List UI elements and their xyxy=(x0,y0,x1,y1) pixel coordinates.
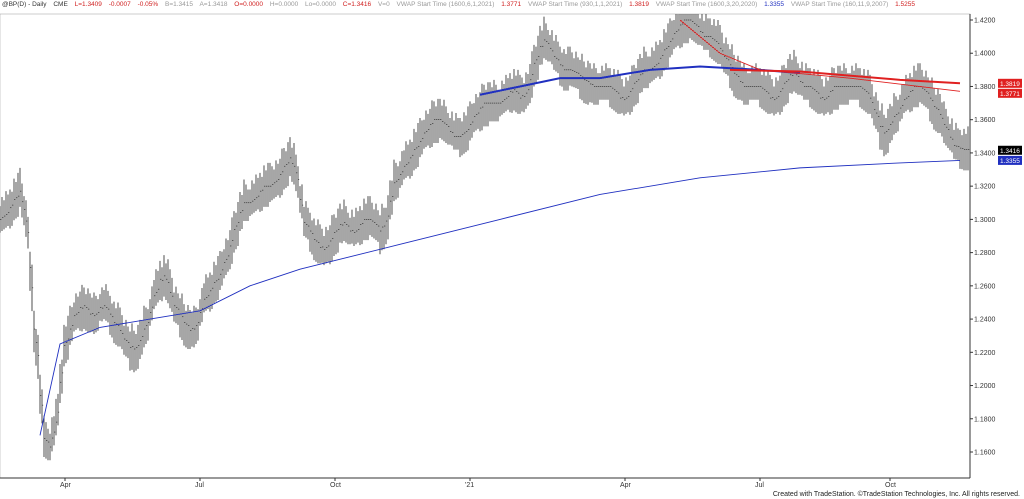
vwap2-label: VWAP Start Time (930,1,1,2021) xyxy=(527,1,623,8)
y-tick-label: 1.1800 xyxy=(974,416,996,423)
vol: V=0 xyxy=(377,1,390,8)
price-tag-label: 1.3819 xyxy=(1000,81,1020,88)
x-tick-label: Apr xyxy=(60,482,72,489)
price-tag-label: 1.3355 xyxy=(1000,158,1020,165)
price-tag: 1.3355 xyxy=(998,155,1022,165)
vwap3-value: 1.3355 xyxy=(764,1,784,8)
pct: -0.05% xyxy=(137,1,159,8)
price-tag: 1.3771 xyxy=(998,88,1022,98)
plot-area xyxy=(0,13,971,479)
y-tick-label: 1.2600 xyxy=(974,283,996,290)
y-tick-label: 1.2000 xyxy=(974,383,996,390)
x-tick-label: Apr xyxy=(620,482,632,489)
exchange: CME xyxy=(53,1,68,8)
price-tag: 1.3819 xyxy=(998,78,1022,88)
y-tick-label: 1.3200 xyxy=(974,184,996,191)
y-tick-label: 1.3000 xyxy=(974,217,996,224)
vwap4-label: VWAP Start Time (160,11,9,2007) xyxy=(790,1,889,8)
bid: B=1.3415 xyxy=(165,1,194,8)
y-tick-label: 1.2400 xyxy=(974,317,996,324)
vwap1-value: 1.3771 xyxy=(501,1,522,8)
y-tick-label: 1.2200 xyxy=(974,350,996,357)
open: O=0.0000 xyxy=(234,1,264,8)
chart-header: @BP(D) - Daily CME L=1.3409 -0.0007 -0.0… xyxy=(2,1,920,8)
price-bars xyxy=(0,14,970,461)
x-tick-label: Oct xyxy=(885,482,896,489)
footer: Created with TradeStation. ©TradeStation… xyxy=(772,491,1020,498)
y-tick-label: 1.3400 xyxy=(974,150,996,157)
x-tick-label: Oct xyxy=(330,482,341,489)
y-tick-label: 1.1600 xyxy=(974,450,996,457)
last: L=1.3409 xyxy=(74,1,102,8)
y-tick-label: 1.3800 xyxy=(974,84,996,91)
vwap4-value: 1.5255 xyxy=(895,1,915,8)
vwap3-label: VWAP Start Time (1600,3,20,2020) xyxy=(655,1,758,8)
price-tag-label: 1.3771 xyxy=(1000,91,1020,98)
close: C=1.3416 xyxy=(342,1,372,8)
x-tick-label: '21 xyxy=(465,482,474,489)
low: Lo=0.0000 xyxy=(305,1,336,8)
vwap-line xyxy=(39,159,961,436)
symbol: @BP(D) - Daily xyxy=(2,1,47,8)
x-tick-label: Jul xyxy=(195,482,204,489)
change: -0.0007 xyxy=(108,1,131,8)
y-tick-label: 1.4200 xyxy=(974,18,996,25)
y-tick-label: 1.2800 xyxy=(974,250,996,257)
high: H=0.0000 xyxy=(269,1,299,8)
y-tick-label: 1.4000 xyxy=(974,51,996,58)
vwap2-value: 1.3819 xyxy=(629,1,649,8)
vwap1-label: VWAP Start Time (1600,6,1,2021) xyxy=(396,1,495,8)
y-tick-label: 1.3600 xyxy=(974,117,996,124)
ask: A=1.3418 xyxy=(199,1,228,8)
vwap-line xyxy=(479,65,801,96)
price-tag-label: 1.3416 xyxy=(1000,148,1020,155)
price-tag: 1.3416 xyxy=(998,145,1022,155)
x-tick-label: Jul xyxy=(755,482,764,489)
vwap-line xyxy=(679,19,961,92)
